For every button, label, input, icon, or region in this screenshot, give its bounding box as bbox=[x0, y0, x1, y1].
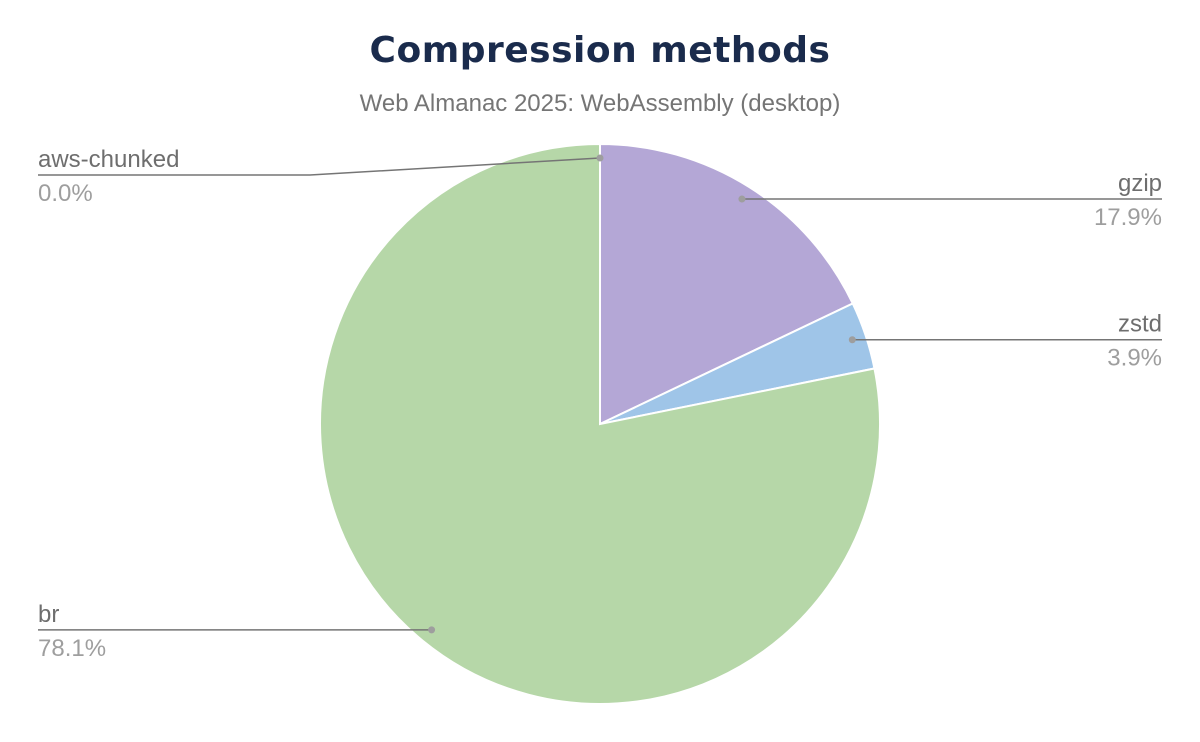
leader-dot-br bbox=[428, 626, 436, 634]
pie-slice-br[interactable] bbox=[319, 142, 881, 705]
slice-label-zstd: zstd bbox=[1118, 311, 1162, 338]
leader-dot-aws-chunked bbox=[596, 154, 604, 162]
chart-subtitle: Web Almanac 2025: WebAssembly (desktop) bbox=[359, 90, 841, 117]
leader-dot-zstd bbox=[848, 336, 856, 344]
slice-label-aws-chunked: aws-chunked bbox=[38, 146, 179, 173]
leader-line-aws-chunked bbox=[38, 157, 601, 176]
chart-title: Compression methods bbox=[369, 30, 831, 71]
slice-value-zstd: 3.9% bbox=[1107, 345, 1162, 372]
slice-value-aws-chunked: 0.0% bbox=[38, 180, 93, 207]
leader-dot-gzip bbox=[738, 195, 746, 203]
slice-value-gzip: 17.9% bbox=[1094, 204, 1162, 231]
slice-value-br: 78.1% bbox=[38, 635, 106, 662]
slice-label-gzip: gzip bbox=[1118, 170, 1162, 197]
slice-label-br: br bbox=[38, 601, 59, 628]
pie-slice-gzip[interactable] bbox=[599, 142, 855, 426]
